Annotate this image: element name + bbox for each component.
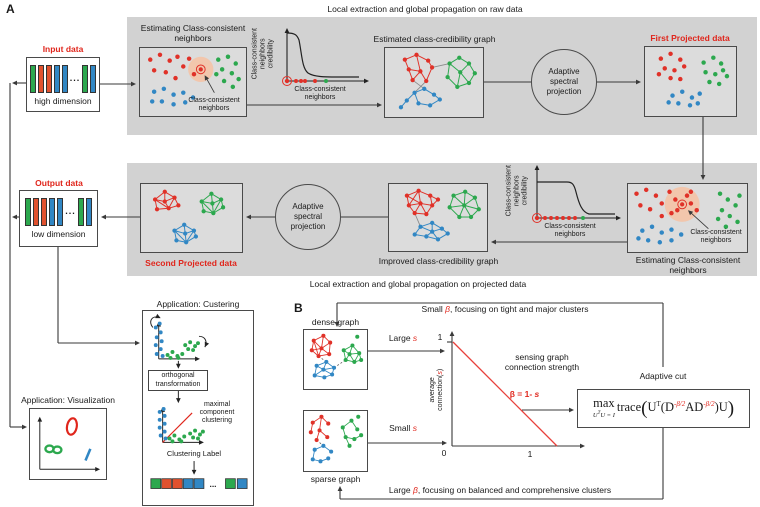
estimating2-box [627,183,748,253]
estimating2-scatter [634,186,742,245]
sparse-graph-label: sparse graph [310,474,361,484]
adaptive-cut-formula-box: max UTU = I trace(UT(D-β/2AD-β/2)U) [577,389,750,428]
graph2-title: Improved class-credibility graph [378,256,499,266]
input-feature-bars: ... [27,65,99,93]
bar-blue [90,65,97,93]
bar-blue [57,198,64,226]
projected1-scatter [656,51,730,108]
estimating1-scatter [148,52,241,107]
visualization-app-box [29,408,107,480]
graph2-box [388,183,488,252]
projected2-box [140,183,243,253]
estimating1-title: Estimating Class-consistent neighbors [140,23,246,44]
adaptive-cut-formula: max UTU = I trace(UT(D-β/2AD-β/2)U) [592,396,735,419]
projection1-circle: Adaptive spectral projection [531,49,597,115]
bar-blue [85,198,92,226]
b-plot-xtick-1: 1 [527,449,533,459]
bar-orange [33,198,40,226]
band2-title: Local extraction and global propagation … [309,279,527,289]
credibility1-ylabel: Class-consistent neighbors credibility [251,28,274,80]
bar-orange [37,65,44,93]
large-s-label: Large s [388,333,418,343]
output-data-box: ... low dimension [19,190,98,247]
projected2-title: Second Projected data [145,258,237,268]
bar-green [82,65,89,93]
bar-blue [49,198,56,226]
orthogonal-transformation-box: orthogonal transformation [148,370,208,391]
b-plot-ytick-1: 1 [437,332,443,342]
maximal-component-note: maximal component clustering [199,401,235,424]
projection2-circle: Adaptive spectral projection [275,184,341,250]
panel-b-label: B [294,301,303,315]
input-caption: high dimension [34,96,92,106]
visualization-app-title: Application: Visualization [21,395,115,405]
bars-ellipsis: ... [69,73,81,83]
clustering-squares-ellipsis: ... [209,479,217,489]
clustering-label-caption: Clustering Label [166,449,222,458]
sparse-graph-box [303,410,368,472]
beta-equation: β = 1- s [509,389,540,399]
bar-blue [61,65,68,93]
projected2-graphs [152,189,226,245]
dense-graph-label: dense graph [311,317,360,327]
bar-green [77,198,84,226]
input-data-box: ... high dimension [26,57,100,112]
credibility2-plot [532,165,621,223]
output-data-title: Output data [35,178,83,188]
band1-title: Local extraction and global propagation … [327,4,523,14]
bar-orange [41,198,48,226]
bar-blue [53,65,60,93]
graph2-drawing [404,188,481,242]
projected1-box [644,46,737,117]
output-feature-bars: ... [20,198,97,226]
small-beta-note: Small β, focusing on tight and major clu… [421,304,589,314]
estimating1-annotation: Class-consistent neighbors [188,97,240,112]
credibility2-ylabel: Class-consistent neighbors credibility [505,165,528,217]
sensing-strength-note: sensing graph connection strength [504,352,580,373]
graph1-title: Estimated class-credibility graph [373,34,496,44]
input-data-title: Input data [42,44,84,54]
large-beta-note: Large β, focusing on balanced and compre… [388,485,612,495]
b-plot-ylabel: average connection(s) [429,368,444,411]
clustering-app-box [142,310,254,506]
estimating1-box [139,47,247,117]
estimating2-annotation: Class-consistent neighbors [690,229,742,244]
output-caption: low dimension [31,229,86,239]
bar-green [29,65,36,93]
estimating2-title: Estimating Class-consistent neighbors [635,255,741,276]
b-plot-origin-0: 0 [441,448,447,458]
clustering-app-title: Application: Custering [156,299,240,309]
panel-a-label: A [6,2,15,16]
small-s-label: Small s [389,423,417,433]
credibility2-xlabel: Class-consistent neighbors [544,223,596,238]
visualization-drawing [37,416,101,472]
bar-green [25,198,32,226]
graph1-box [384,47,484,118]
clustering-drawing [150,313,248,489]
sparse-graph-drawing [308,414,364,464]
graph1-drawing [398,52,477,110]
projected1-title: First Projected data [650,33,730,43]
dense-graph-drawing [309,333,364,380]
adaptive-cut-label: Adaptive cut [639,371,687,381]
bar-orange [45,65,52,93]
credibility1-xlabel: Class-consistent neighbors [294,86,346,101]
dense-graph-box [303,329,368,390]
bars-ellipsis: ... [65,206,76,216]
credibility1-plot [282,28,369,86]
